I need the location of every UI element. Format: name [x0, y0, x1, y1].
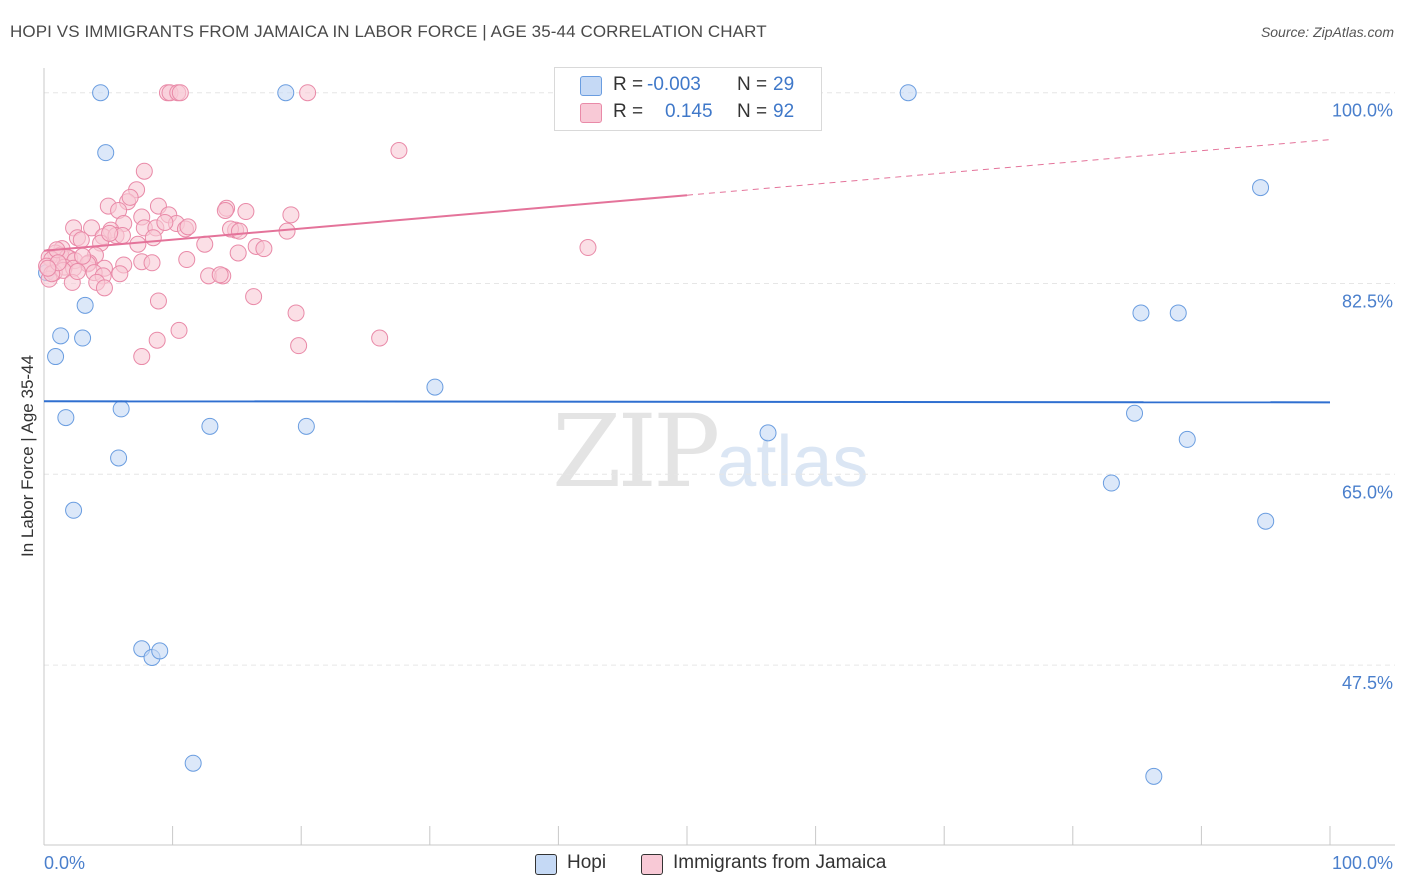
jamaica-point	[178, 251, 196, 269]
watermark-zip: ZIP	[552, 393, 720, 510]
jamaica-point	[144, 229, 162, 247]
hopi-point	[759, 424, 777, 442]
jamaica-point	[133, 348, 151, 366]
jamaica-trend-line	[43, 194, 688, 252]
hopi-point	[74, 329, 92, 347]
x-tick-label-min: 0.0%	[44, 853, 85, 873]
y-tick-label: 65.0%	[1342, 482, 1393, 502]
jamaica-point	[229, 244, 247, 262]
hopi-point	[1126, 404, 1144, 422]
hopi-point	[184, 754, 202, 772]
jamaica-point	[129, 235, 147, 253]
hopi-point	[1252, 179, 1270, 197]
jamaica-point	[148, 331, 166, 349]
legend-r-label: R =	[613, 101, 644, 122]
jamaica-point	[111, 265, 129, 283]
jamaica-point	[83, 219, 101, 237]
hopi-point	[1102, 474, 1120, 492]
hopi-point	[1132, 304, 1150, 322]
hopi-point	[76, 296, 94, 314]
legend-swatch-hopi	[580, 76, 602, 96]
jamaica-point	[179, 218, 197, 236]
legend-r-value: 0.145	[665, 101, 713, 122]
jamaica-point	[74, 247, 92, 265]
y-tick-label: 82.5%	[1342, 292, 1393, 312]
jamaica-point	[579, 239, 597, 257]
jamaica-point	[135, 162, 153, 180]
legend-n-value: 92	[773, 101, 795, 122]
chart-title: HOPI VS IMMIGRANTS FROM JAMAICA IN LABOR…	[10, 22, 767, 41]
hopi-point	[426, 378, 444, 396]
bottom-legend-swatch-jamaica	[641, 854, 663, 875]
legend-n-value: 29	[773, 74, 795, 95]
jamaica-point	[211, 266, 229, 284]
hopi-trend-line	[43, 400, 1331, 404]
legend-r-value: -0.003	[647, 74, 701, 95]
jamaica-point	[282, 206, 300, 224]
legend-n-label: N =	[737, 101, 768, 122]
jamaica-point	[196, 235, 214, 253]
jamaica-point	[255, 240, 273, 258]
jamaica-point	[39, 259, 57, 277]
jamaica-point	[72, 231, 90, 249]
bottom-legend-swatch-hopi	[535, 854, 557, 875]
chart-source: Source: ZipAtlas.com	[1260, 24, 1394, 40]
hopi-point	[1169, 304, 1187, 322]
jamaica-point	[216, 201, 234, 219]
jamaica-point	[290, 337, 308, 355]
y-axis-label: In Labor Force | Age 35-44	[18, 355, 37, 557]
hopi-point	[297, 417, 315, 435]
jamaica-trend-line-extension	[686, 139, 1331, 196]
bottom-legend-label-jamaica: Immigrants from Jamaica	[673, 852, 887, 873]
hopi-point	[52, 327, 70, 345]
x-tick-label-max: 100.0%	[1332, 853, 1393, 873]
watermark-atlas: atlas	[716, 422, 869, 502]
jamaica-point	[121, 188, 139, 206]
hopi-point	[65, 501, 83, 519]
hopi-point	[47, 348, 65, 366]
jamaica-point	[149, 292, 167, 310]
legend-r-label: R =	[613, 74, 644, 95]
hopi-point	[151, 642, 169, 660]
hopi-point	[1257, 512, 1275, 530]
hopi-point	[1145, 767, 1163, 785]
hopi-point	[110, 449, 128, 467]
hopi-point	[97, 144, 115, 162]
y-tick-label: 47.5%	[1342, 673, 1393, 693]
jamaica-point	[371, 329, 389, 347]
jamaica-point	[230, 222, 248, 240]
hopi-point	[57, 409, 75, 427]
legend-box: R = -0.003 N = 29 R = 0.145 N = 92	[554, 67, 822, 131]
jamaica-point	[170, 321, 188, 339]
legend-row-hopi: R = -0.003 N = 29	[555, 73, 821, 99]
jamaica-point	[287, 304, 305, 322]
hopi-point	[899, 84, 917, 102]
jamaica-point	[237, 203, 255, 221]
bottom-legend-label-hopi: Hopi	[567, 852, 607, 873]
hopi-point	[201, 417, 219, 435]
hopi-point	[92, 84, 110, 102]
hopi-point	[1178, 430, 1196, 448]
legend-swatch-jamaica	[580, 103, 602, 123]
jamaica-point	[95, 279, 113, 297]
jamaica-point	[101, 224, 119, 242]
hopi-point	[112, 400, 130, 418]
y-tick-label: 100.0%	[1332, 101, 1393, 121]
watermark: ZIPatlas	[552, 402, 868, 502]
jamaica-point	[299, 84, 317, 102]
jamaica-point	[143, 254, 161, 272]
legend-row-jamaica: R = 0.145 N = 92	[555, 100, 821, 126]
jamaica-point	[68, 263, 86, 281]
jamaica-point	[390, 141, 408, 159]
jamaica-point	[156, 213, 174, 231]
jamaica-point	[245, 288, 263, 306]
jamaica-point	[171, 84, 189, 102]
legend-n-label: N =	[737, 74, 768, 95]
hopi-point	[277, 84, 295, 102]
